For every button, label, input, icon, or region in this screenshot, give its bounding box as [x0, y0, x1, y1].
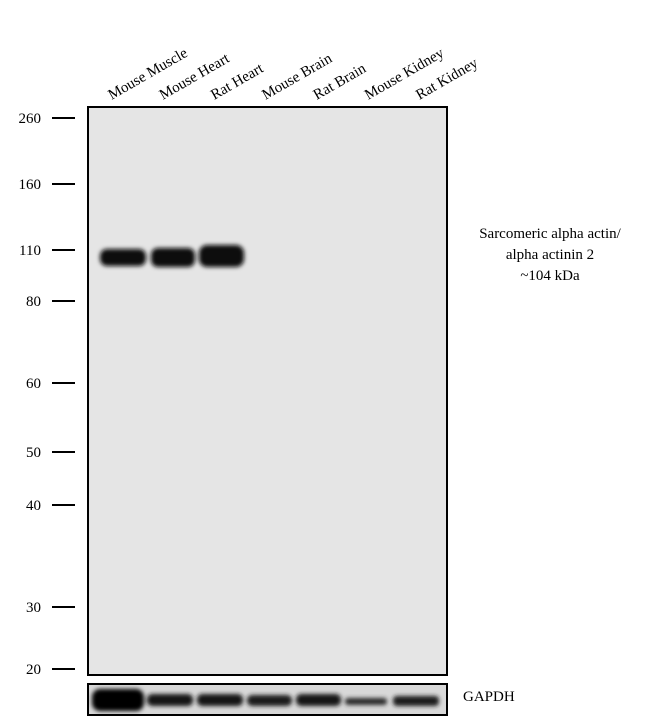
annotation-line: Sarcomeric alpha actin/ [479, 226, 621, 242]
marker-label: 50 [26, 445, 41, 461]
band [92, 689, 144, 711]
marker-label: 80 [26, 294, 41, 310]
band [345, 698, 387, 705]
gapdh-bands [92, 689, 439, 711]
marker-label: 160 [19, 177, 42, 193]
band [247, 695, 292, 706]
band [100, 249, 146, 266]
marker-label: 260 [19, 111, 42, 127]
blot-main [87, 106, 448, 676]
band [199, 245, 244, 267]
annotation-line: ~104 kDa [520, 268, 580, 284]
marker-label: 60 [26, 376, 41, 392]
band [296, 694, 341, 706]
marker-label: 40 [26, 498, 41, 514]
band [151, 248, 195, 267]
loading-control-label: GAPDH [463, 689, 515, 705]
marker-label: 20 [26, 662, 41, 678]
band [393, 696, 439, 706]
marker-label: 30 [26, 600, 41, 616]
main-bands [100, 245, 244, 267]
annotation-line: alpha actinin 2 [506, 247, 594, 263]
marker-label: 110 [19, 243, 41, 259]
band [147, 694, 193, 706]
band [197, 694, 243, 706]
